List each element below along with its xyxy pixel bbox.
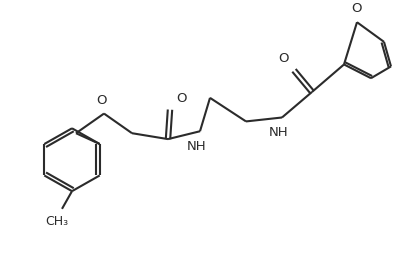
Text: O: O — [176, 92, 186, 105]
Text: O: O — [278, 52, 288, 66]
Text: NH: NH — [187, 140, 206, 153]
Text: NH: NH — [268, 126, 288, 139]
Text: CH₃: CH₃ — [45, 215, 69, 228]
Text: O: O — [351, 2, 361, 15]
Text: O: O — [97, 94, 107, 107]
